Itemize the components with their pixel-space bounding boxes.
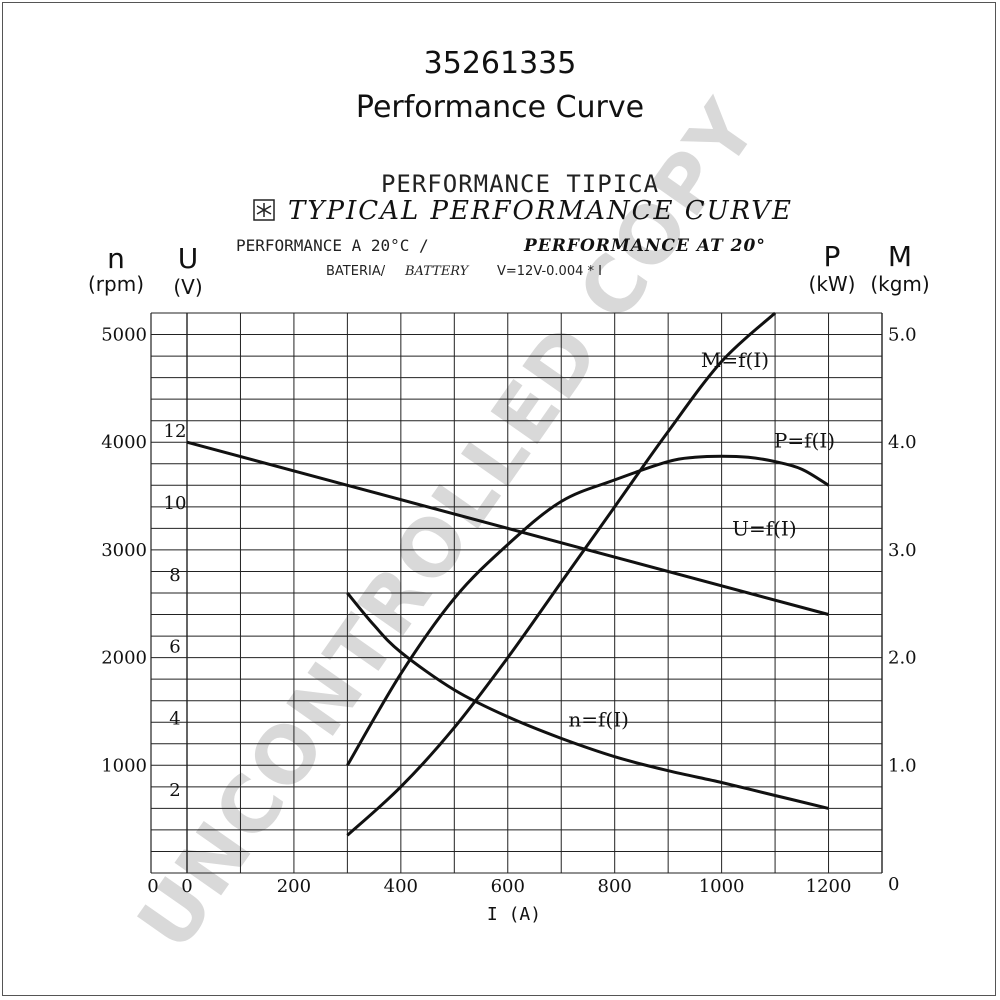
x-tick-label: 400: [384, 876, 418, 897]
heading-spanish: PERFORMANCE TIPICA: [381, 170, 659, 198]
p-axis-symbol: P: [824, 240, 841, 273]
series-label-m: M=f(I): [701, 348, 769, 372]
x-tick-label: 800: [598, 876, 632, 897]
x-tick-label: 200: [277, 876, 311, 897]
n-tick-label: 3000: [101, 540, 147, 561]
u-tick-label: 2: [169, 780, 180, 801]
x-tick-label: 1200: [806, 876, 852, 897]
u-tick-label: 10: [164, 493, 187, 514]
m-axis-symbol: M: [888, 240, 912, 273]
conditions-spanish: PERFORMANCE A 20°C /: [236, 236, 429, 255]
x-tick-label: 600: [491, 876, 525, 897]
p-tick-label: 2.0: [888, 648, 917, 669]
n-axis-symbol: n: [107, 242, 125, 275]
part-number: 35261335: [423, 46, 577, 81]
p-tick-label: 1.0: [888, 755, 917, 776]
u-tick-label: 4: [169, 708, 180, 729]
series-label-u: U=f(I): [732, 517, 797, 541]
battery-label-spanish: BATERIA/: [326, 264, 386, 279]
p-axis-unit: (kW): [809, 272, 856, 296]
series-label-n: n=f(I): [568, 708, 629, 732]
n-tick-label: 4000: [101, 432, 147, 453]
n-axis-unit: (rpm): [88, 272, 144, 296]
n-tick-label: 5000: [101, 325, 147, 346]
p-tick-label: 5.0: [888, 325, 917, 346]
battery-label-english: BATTERY: [404, 264, 470, 279]
x-tick-label: 1000: [699, 876, 745, 897]
conditions-english: PERFORMANCE AT 20°: [523, 236, 766, 256]
chart-grid: [150, 312, 883, 874]
chart-series: U=f(I) n=f(I) P=f(I) M=f(I): [186, 311, 835, 837]
heading-english: TYPICAL PERFORMANCE CURVE: [288, 196, 793, 226]
n-tick-label: 2000: [101, 648, 147, 669]
u-axis-symbol: U: [178, 242, 199, 275]
series-line-m: [346, 311, 777, 837]
u-tick-label: 8: [169, 565, 180, 586]
series-label-p: P=f(I): [774, 429, 835, 453]
series-line-p: [346, 454, 830, 767]
asterisk-box-icon: [253, 199, 275, 221]
u-tick-label: 12: [164, 421, 187, 442]
p-tick-label: 0: [888, 874, 899, 895]
m-axis-unit: (kgm): [870, 272, 929, 296]
series-line-n: [346, 592, 829, 810]
p-tick-label: 4.0: [888, 432, 917, 453]
battery-formula: V=12V-0.004 * I: [497, 264, 602, 279]
x-axis-label: I (A): [487, 904, 541, 925]
x-tick-label: 0: [181, 876, 192, 897]
u-axis-unit: (V): [173, 275, 202, 299]
n-tick-label: 0: [147, 876, 158, 897]
axis-tick-labels: 0 200 400 600 800 1000 1200 0 1000 2000 3000 4000 50…: [101, 325, 916, 897]
p-tick-label: 3.0: [888, 540, 917, 561]
series-line-u: [186, 440, 829, 616]
chart-subtitle: Performance Curve: [355, 90, 645, 125]
u-tick-label: 6: [169, 637, 180, 658]
n-tick-label: 1000: [101, 755, 147, 776]
